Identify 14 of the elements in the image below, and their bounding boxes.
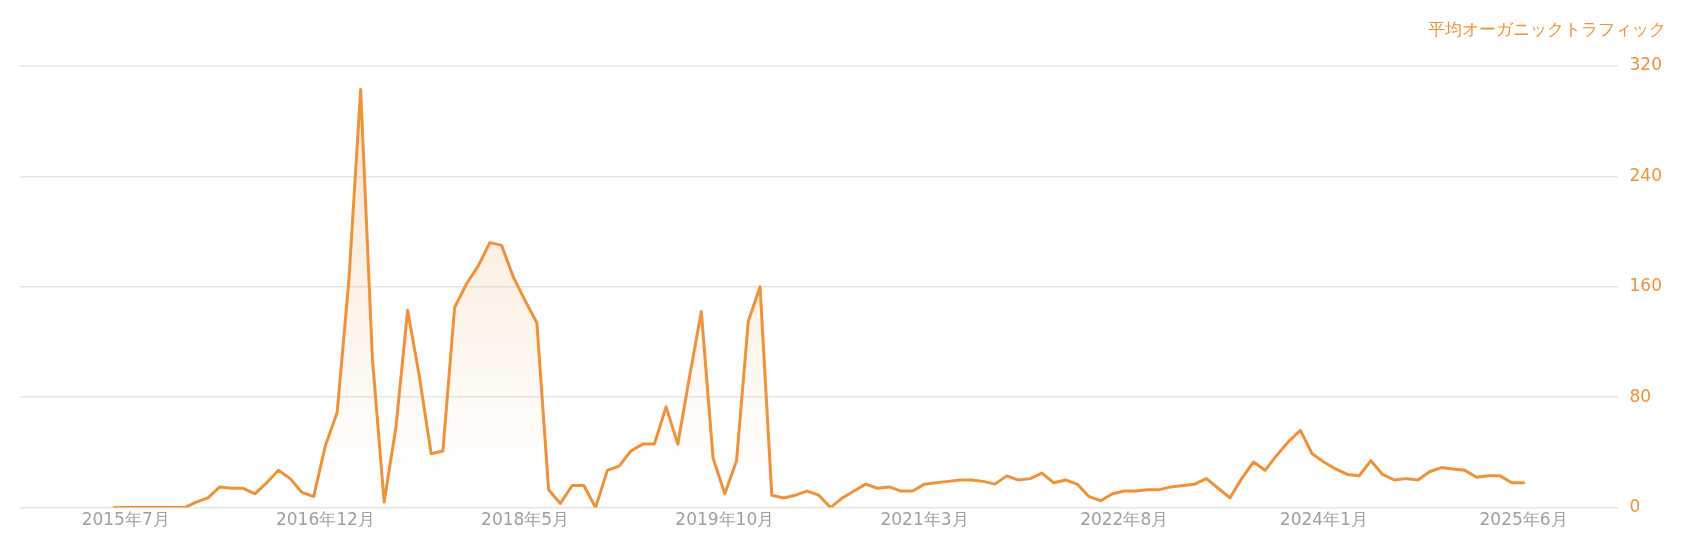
x-tick-label: 2022年8月 (1080, 509, 1169, 530)
y-tick-label: 240 (1629, 164, 1663, 185)
x-tick-label: 2019年10月 (675, 509, 775, 530)
x-tick-label: 2016年12月 (275, 509, 375, 530)
x-tick-label: 2021年3月 (880, 509, 969, 530)
y-tick-label: 320 (1629, 54, 1663, 75)
x-tick-label: 2015年7月 (81, 509, 170, 530)
y-tick-label: 80 (1629, 385, 1652, 406)
y-tick-label: 160 (1629, 275, 1663, 296)
y-tick-label: 0 (1629, 496, 1641, 517)
y-axis-title: 平均オーガニックトラフィック (1428, 18, 1666, 41)
x-tick-label: 2018年5月 (481, 509, 570, 530)
x-tick-label: 2024年1月 (1279, 509, 1368, 530)
x-tick-label: 2025年6月 (1479, 509, 1568, 530)
